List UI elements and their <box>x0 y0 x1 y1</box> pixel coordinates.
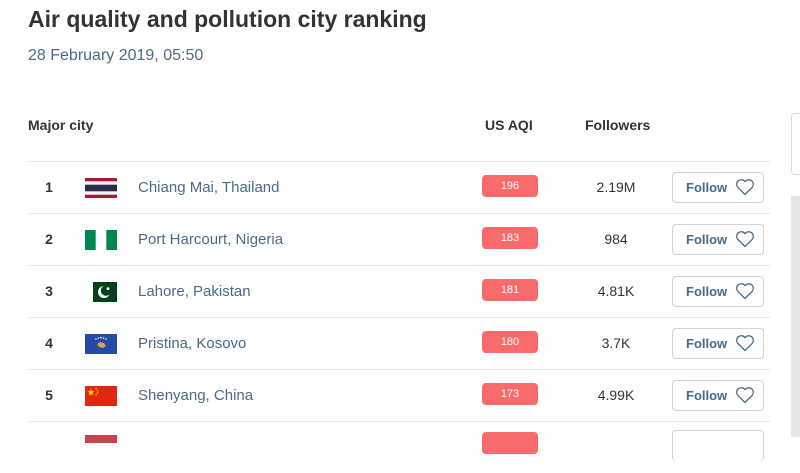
header-followers: Followers <box>585 117 651 133</box>
ranking-table: 1 Chiang Mai, Thailand 196 2.19M Follow … <box>28 161 770 473</box>
city-link[interactable]: Chiang Mai, Thailand <box>138 179 280 196</box>
heart-icon <box>735 178 755 196</box>
heart-icon <box>735 230 755 248</box>
ranking-date: 28 February 2019, 05:50 <box>28 47 204 64</box>
follow-button[interactable]: Follow <box>672 328 764 359</box>
aqi-badge <box>482 432 538 454</box>
table-row: 3 Lahore, Pakistan 181 4.81K Follow <box>28 265 770 317</box>
heart-icon <box>735 282 755 300</box>
follow-label: Follow <box>686 336 728 351</box>
heart-icon <box>735 386 755 404</box>
nigeria-flag-icon <box>85 230 117 250</box>
followers-count: 4.81K <box>597 283 635 299</box>
aqi-badge: 181 <box>482 279 538 301</box>
header-major-city: Major city <box>28 117 94 133</box>
table-row: 4 Pristina, Kosovo 180 3.7K Follow <box>28 317 770 369</box>
city-link[interactable]: Shenyang, China <box>138 387 254 404</box>
heart-icon <box>735 334 755 352</box>
table-row: 2 Port Harcourt, Nigeria 183 984 Follow <box>28 213 770 265</box>
scrollbar-track[interactable] <box>791 196 800 437</box>
aqi-badge: 180 <box>482 331 538 353</box>
city-link[interactable]: Lahore, Pakistan <box>138 283 251 300</box>
page-title: Air quality and pollution city ranking <box>28 6 427 32</box>
follow-button[interactable]: Follow <box>672 276 764 307</box>
rank-number: 3 <box>45 283 53 299</box>
follow-label: Follow <box>686 180 728 195</box>
partial-flag-icon <box>85 435 117 443</box>
aqi-badge: 196 <box>482 175 538 197</box>
follow-button[interactable]: Follow <box>672 224 764 255</box>
kosovo-flag-icon <box>85 334 117 354</box>
rank-number: 1 <box>45 179 53 195</box>
thailand-flag-icon <box>85 178 117 198</box>
aqi-badge: 183 <box>482 227 538 249</box>
city-link[interactable]: Pristina, Kosovo <box>138 335 247 352</box>
rank-number: 5 <box>45 387 53 403</box>
rank-number: 2 <box>45 231 53 247</box>
followers-count: 984 <box>604 231 628 247</box>
rank-number: 4 <box>45 335 53 351</box>
table-row <box>28 421 770 473</box>
followers-count: 3.7K <box>601 335 631 351</box>
followers-count: 2.19M <box>596 179 636 195</box>
side-panel-edge <box>791 113 800 175</box>
follow-button[interactable]: Follow <box>672 172 764 203</box>
table-row: 5 Shenyang, China 173 4.99K Follow <box>28 369 770 421</box>
follow-label: Follow <box>686 232 728 247</box>
follow-button[interactable] <box>672 430 764 461</box>
table-row: 1 Chiang Mai, Thailand 196 2.19M Follow <box>28 161 770 213</box>
aqi-badge: 173 <box>482 383 538 405</box>
city-link[interactable]: Port Harcourt, Nigeria <box>138 231 284 248</box>
followers-count: 4.99K <box>597 387 635 403</box>
follow-button[interactable]: Follow <box>672 380 764 411</box>
follow-label: Follow <box>686 284 728 299</box>
pakistan-flag-icon <box>85 282 117 302</box>
china-flag-icon <box>85 386 117 406</box>
follow-label: Follow <box>686 388 728 403</box>
header-us-aqi: US AQI <box>485 117 533 133</box>
